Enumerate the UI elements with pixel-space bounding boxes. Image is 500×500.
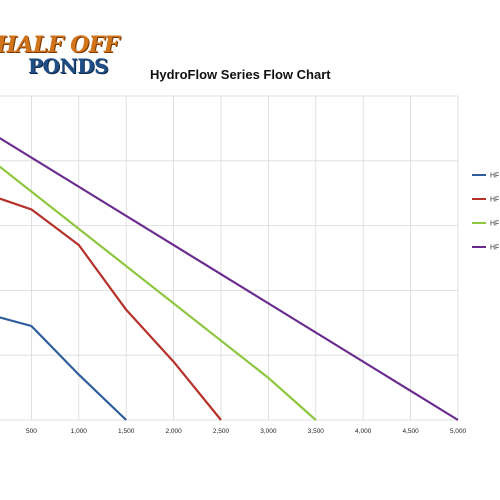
- x-tick-label: 3,000: [260, 428, 277, 435]
- x-tick-label: 4,000: [355, 428, 372, 435]
- logo-text-top: HALF OFF: [0, 32, 120, 58]
- series-line-1: [0, 316, 127, 421]
- chart-title: HydroFlow Series Flow Chart: [150, 67, 331, 82]
- logo-text-bottom: PONDS: [28, 54, 109, 78]
- x-tick-label: 500: [26, 428, 37, 435]
- x-tick-label: 2,500: [213, 428, 230, 435]
- x-tick-label: 1,000: [71, 428, 88, 435]
- series-line-3: [0, 165, 317, 421]
- x-axis-ticks: 500 1,000 1,500 2,000 2,500 3,000 3,500 4,000 4,…: [26, 428, 467, 435]
- x-tick-label: 4,500: [402, 428, 419, 435]
- x-tick-label: 3,500: [308, 428, 325, 435]
- grid: [0, 95, 459, 421]
- series-line-4: [0, 136, 459, 421]
- series-line-2: [0, 197, 222, 421]
- half-off-ponds-logo: HALF OFF PONDS: [0, 28, 120, 88]
- legend-label: HF: [490, 221, 499, 228]
- legend-label: HF: [490, 197, 499, 204]
- legend: HF HF HF HF: [472, 173, 499, 252]
- x-tick-label: 1,500: [118, 428, 135, 435]
- x-tick-label: 5,000: [450, 428, 467, 435]
- x-tick-label: 2,000: [165, 428, 182, 435]
- legend-label: HF: [490, 173, 499, 180]
- legend-label: HF: [490, 245, 499, 252]
- series-lines: [0, 136, 459, 421]
